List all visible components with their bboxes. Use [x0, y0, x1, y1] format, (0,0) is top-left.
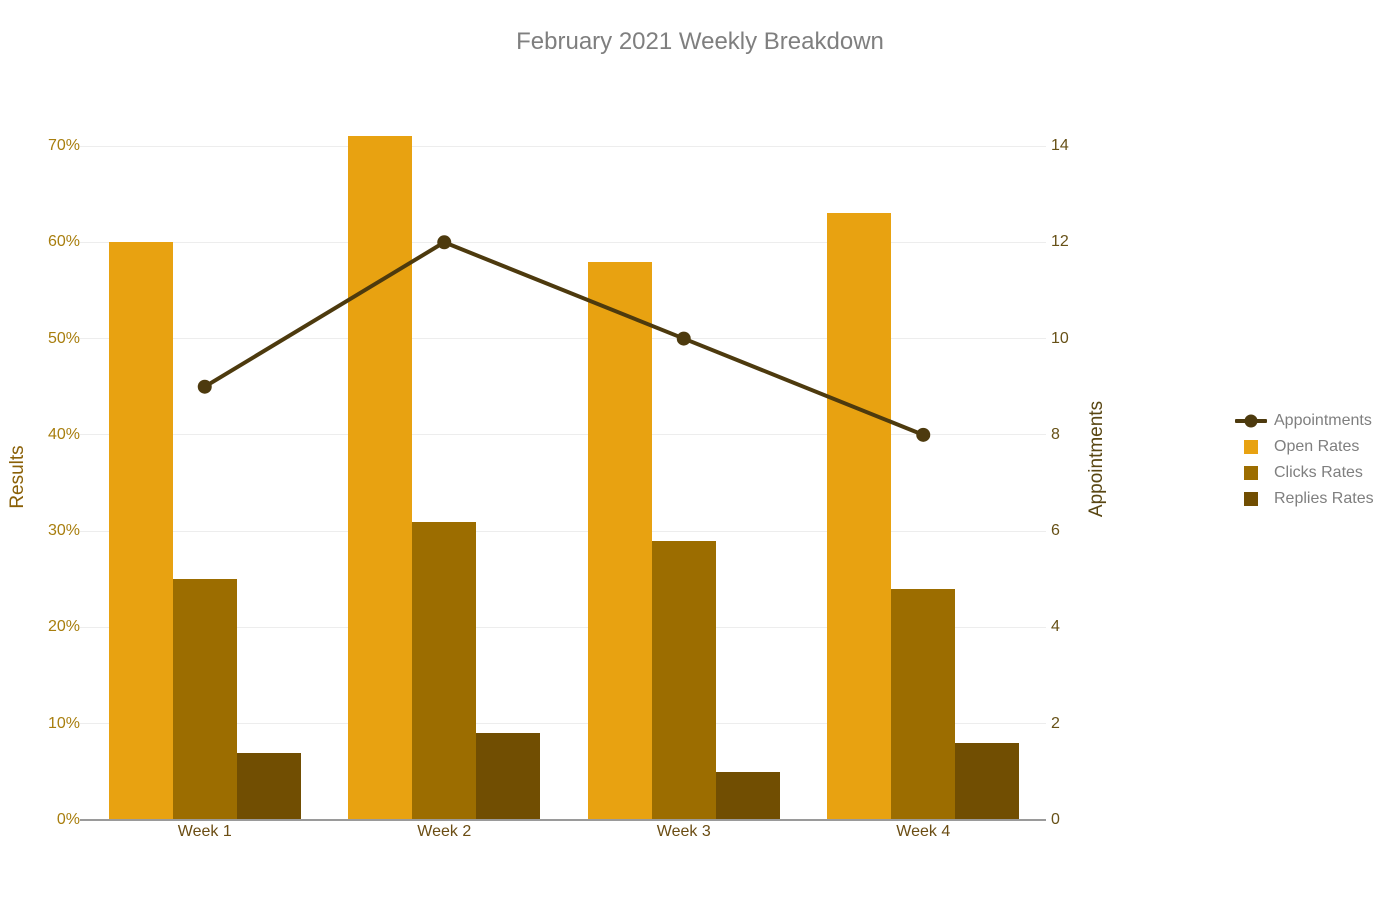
right-axis-tick-label: 0	[1051, 811, 1060, 828]
left-axis-tick-label: 70%	[47, 137, 80, 154]
bar-replies-rates-week-3[interactable]	[715, 771, 780, 820]
legend-item-clicks-rates[interactable]: Clicks Rates	[1235, 460, 1374, 486]
right-axis-tick-label: 6	[1051, 522, 1060, 540]
bar-replies-rates-week-2[interactable]	[476, 733, 541, 820]
bar-open-rates-week-3[interactable]	[587, 261, 652, 820]
left-axis-tick-label: 20%	[47, 618, 80, 636]
left-axis-tick-label: 0%	[56, 811, 80, 828]
legend-swatch-zone	[1235, 414, 1267, 428]
legend-item-open-rates[interactable]: Open Rates	[1235, 434, 1374, 460]
legend-label: Replies Rates	[1274, 490, 1374, 507]
x-axis-tick-label: Week 4	[896, 823, 951, 840]
left-axis-tick-label: 60%	[47, 233, 80, 251]
gridline	[80, 145, 1046, 147]
bar-clicks-rates-week-4[interactable]	[891, 588, 956, 820]
right-axis-tick-label: 14	[1051, 137, 1069, 154]
appointments-point-week-2[interactable]	[437, 235, 452, 250]
left-axis-tick-label: 10%	[47, 714, 80, 732]
bar-clicks-rates-week-1[interactable]	[172, 579, 237, 820]
bar-clicks-rates-week-3[interactable]	[651, 540, 716, 820]
x-axis-tick-label: Week 1	[177, 823, 232, 840]
legend-item-replies-rates[interactable]: Replies Rates	[1235, 486, 1374, 512]
left-axis-title: Results	[7, 445, 28, 509]
x-axis-tick-label: Week 3	[656, 823, 711, 840]
right-axis-tick-label: 10	[1051, 329, 1069, 347]
legend-swatch-zone	[1235, 466, 1267, 480]
bar-replies-rates-week-4[interactable]	[955, 742, 1020, 820]
square-swatch-icon	[1244, 466, 1258, 480]
legend-swatch-zone	[1235, 440, 1267, 454]
bar-open-rates-week-1[interactable]	[108, 242, 173, 820]
bar-replies-rates-week-1[interactable]	[236, 752, 301, 820]
gridline	[80, 434, 1046, 436]
bar-open-rates-week-4[interactable]	[827, 213, 892, 820]
right-axis-title: Appointments	[1086, 400, 1107, 518]
appointments-point-week-1[interactable]	[197, 379, 212, 394]
appointments-point-week-4[interactable]	[916, 427, 931, 442]
chart-title: February 2021 Weekly Breakdown	[516, 28, 884, 55]
marker-dot-icon	[1244, 414, 1258, 428]
legend-label: Appointments	[1274, 412, 1372, 429]
x-axis-line	[80, 819, 1046, 821]
left-axis-tick-label: 30%	[47, 522, 80, 540]
square-swatch-icon	[1244, 492, 1258, 506]
right-axis-tick-label: 2	[1051, 714, 1060, 732]
gridline	[80, 723, 1046, 725]
appointments-point-week-3[interactable]	[676, 331, 691, 346]
legend-swatch-zone	[1235, 492, 1267, 506]
square-swatch-icon	[1244, 440, 1258, 454]
right-axis-tick-label: 8	[1051, 425, 1060, 443]
gridline	[80, 530, 1046, 532]
right-axis-tick-label: 12	[1051, 233, 1069, 251]
legend-label: Open Rates	[1274, 438, 1360, 455]
right-axis-tick-label: 4	[1051, 618, 1060, 636]
line-with-marker-swatch-icon	[1235, 414, 1267, 428]
bar-open-rates-week-2[interactable]	[348, 136, 413, 820]
left-axis-tick-label: 50%	[47, 329, 80, 347]
gridline	[80, 338, 1046, 340]
legend-label: Clicks Rates	[1274, 464, 1363, 481]
legend-item-appointments[interactable]: Appointments	[1235, 408, 1374, 434]
bar-clicks-rates-week-2[interactable]	[412, 521, 477, 820]
gridline	[80, 626, 1046, 628]
gridline	[80, 241, 1046, 243]
left-axis-tick-label: 40%	[47, 425, 80, 443]
x-axis-tick-label: Week 2	[417, 823, 472, 840]
legend: Appointments Open Rates Clicks Rates Rep…	[1235, 408, 1374, 512]
